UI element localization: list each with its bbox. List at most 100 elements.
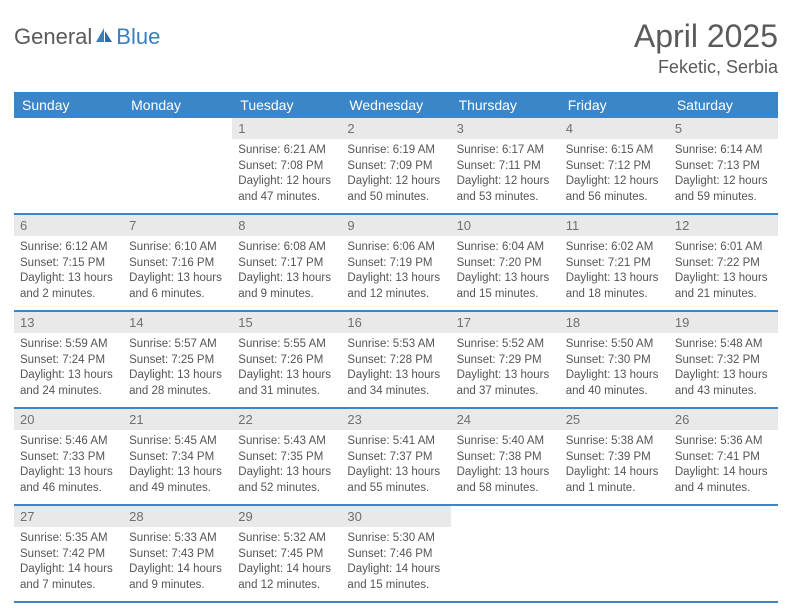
- day-body: [451, 526, 560, 590]
- day-number: 7: [123, 215, 232, 236]
- sunrise-text: Sunrise: 6:19 AM: [347, 143, 444, 159]
- title-block: April 2025 Feketic, Serbia: [634, 18, 778, 78]
- day-number: [451, 506, 560, 526]
- day-body: Sunrise: 5:57 AMSunset: 7:25 PMDaylight:…: [123, 333, 232, 407]
- day-header: Sunday: [14, 92, 123, 118]
- day-number: 8: [232, 215, 341, 236]
- day-body: Sunrise: 5:35 AMSunset: 7:42 PMDaylight:…: [14, 527, 123, 601]
- calendar-cell: 28Sunrise: 5:33 AMSunset: 7:43 PMDayligh…: [123, 505, 232, 602]
- day-number: 30: [341, 506, 450, 527]
- day-header-row: Sunday Monday Tuesday Wednesday Thursday…: [14, 92, 778, 118]
- day-number: 20: [14, 409, 123, 430]
- calendar-cell: [451, 505, 560, 602]
- sunset-text: Sunset: 7:38 PM: [457, 450, 554, 466]
- day-number: 25: [560, 409, 669, 430]
- calendar-week: 1Sunrise: 6:21 AMSunset: 7:08 PMDaylight…: [14, 118, 778, 214]
- sunrise-text: Sunrise: 5:33 AM: [129, 531, 226, 547]
- daylight-text: Daylight: 13 hours and 49 minutes.: [129, 465, 226, 496]
- day-body: Sunrise: 6:17 AMSunset: 7:11 PMDaylight:…: [451, 139, 560, 213]
- daylight-text: Daylight: 12 hours and 50 minutes.: [347, 174, 444, 205]
- day-body: Sunrise: 5:53 AMSunset: 7:28 PMDaylight:…: [341, 333, 450, 407]
- daylight-text: Daylight: 14 hours and 9 minutes.: [129, 562, 226, 593]
- day-header: Monday: [123, 92, 232, 118]
- day-body: Sunrise: 6:06 AMSunset: 7:19 PMDaylight:…: [341, 236, 450, 310]
- daylight-text: Daylight: 14 hours and 1 minute.: [566, 465, 663, 496]
- day-number: 4: [560, 118, 669, 139]
- calendar-cell: 7Sunrise: 6:10 AMSunset: 7:16 PMDaylight…: [123, 214, 232, 311]
- day-header: Tuesday: [232, 92, 341, 118]
- daylight-text: Daylight: 13 hours and 43 minutes.: [675, 368, 772, 399]
- calendar-cell: 13Sunrise: 5:59 AMSunset: 7:24 PMDayligh…: [14, 311, 123, 408]
- calendar-cell: 1Sunrise: 6:21 AMSunset: 7:08 PMDaylight…: [232, 118, 341, 214]
- sunrise-text: Sunrise: 6:02 AM: [566, 240, 663, 256]
- day-number: 23: [341, 409, 450, 430]
- sunset-text: Sunset: 7:32 PM: [675, 353, 772, 369]
- sunrise-text: Sunrise: 5:32 AM: [238, 531, 335, 547]
- sunset-text: Sunset: 7:46 PM: [347, 547, 444, 563]
- daylight-text: Daylight: 13 hours and 2 minutes.: [20, 271, 117, 302]
- calendar-cell: [14, 118, 123, 214]
- sunrise-text: Sunrise: 5:57 AM: [129, 337, 226, 353]
- day-number: 16: [341, 312, 450, 333]
- calendar-cell: 22Sunrise: 5:43 AMSunset: 7:35 PMDayligh…: [232, 408, 341, 505]
- sunset-text: Sunset: 7:16 PM: [129, 256, 226, 272]
- daylight-text: Daylight: 12 hours and 53 minutes.: [457, 174, 554, 205]
- calendar-cell: 24Sunrise: 5:40 AMSunset: 7:38 PMDayligh…: [451, 408, 560, 505]
- day-number: [14, 118, 123, 138]
- day-body: Sunrise: 5:43 AMSunset: 7:35 PMDaylight:…: [232, 430, 341, 504]
- sunrise-text: Sunrise: 5:48 AM: [675, 337, 772, 353]
- day-number: 19: [669, 312, 778, 333]
- day-body: Sunrise: 5:46 AMSunset: 7:33 PMDaylight:…: [14, 430, 123, 504]
- day-number: [669, 506, 778, 526]
- calendar-cell: [123, 118, 232, 214]
- daylight-text: Daylight: 13 hours and 12 minutes.: [347, 271, 444, 302]
- calendar-cell: 6Sunrise: 6:12 AMSunset: 7:15 PMDaylight…: [14, 214, 123, 311]
- calendar-cell: 3Sunrise: 6:17 AMSunset: 7:11 PMDaylight…: [451, 118, 560, 214]
- sunset-text: Sunset: 7:13 PM: [675, 159, 772, 175]
- day-header: Saturday: [669, 92, 778, 118]
- day-body: Sunrise: 5:38 AMSunset: 7:39 PMDaylight:…: [560, 430, 669, 504]
- sunset-text: Sunset: 7:17 PM: [238, 256, 335, 272]
- day-body: Sunrise: 5:41 AMSunset: 7:37 PMDaylight:…: [341, 430, 450, 504]
- calendar-cell: 19 Sunrise: 5:48 AMSunset: 7:32 PMDayligh…: [669, 311, 778, 408]
- sunrise-text: Sunrise: 5:53 AM: [347, 337, 444, 353]
- daylight-text: Daylight: 13 hours and 40 minutes.: [566, 368, 663, 399]
- calendar-cell: 14Sunrise: 5:57 AMSunset: 7:25 PMDayligh…: [123, 311, 232, 408]
- sunrise-text: Sunrise: 5:50 AM: [566, 337, 663, 353]
- sunrise-text: Sunrise: 6:01 AM: [675, 240, 772, 256]
- sunset-text: Sunset: 7:19 PM: [347, 256, 444, 272]
- calendar-cell: 15Sunrise: 5:55 AMSunset: 7:26 PMDayligh…: [232, 311, 341, 408]
- day-body: Sunrise: 5:55 AMSunset: 7:26 PMDaylight:…: [232, 333, 341, 407]
- daylight-text: Daylight: 13 hours and 31 minutes.: [238, 368, 335, 399]
- sunset-text: Sunset: 7:35 PM: [238, 450, 335, 466]
- day-body: [123, 138, 232, 202]
- day-number: 3: [451, 118, 560, 139]
- sunrise-text: Sunrise: 6:06 AM: [347, 240, 444, 256]
- calendar-week: 20Sunrise: 5:46 AMSunset: 7:33 PMDayligh…: [14, 408, 778, 505]
- sunset-text: Sunset: 7:09 PM: [347, 159, 444, 175]
- day-body: Sunrise: 6:14 AMSunset: 7:13 PMDaylight:…: [669, 139, 778, 213]
- day-number: 1: [232, 118, 341, 139]
- calendar-cell: 8Sunrise: 6:08 AMSunset: 7:17 PMDaylight…: [232, 214, 341, 311]
- sunset-text: Sunset: 7:15 PM: [20, 256, 117, 272]
- calendar-week: 6Sunrise: 6:12 AMSunset: 7:15 PMDaylight…: [14, 214, 778, 311]
- daylight-text: Daylight: 13 hours and 37 minutes.: [457, 368, 554, 399]
- sunrise-text: Sunrise: 6:10 AM: [129, 240, 226, 256]
- calendar-cell: 18Sunrise: 5:50 AMSunset: 7:30 PMDayligh…: [560, 311, 669, 408]
- calendar-cell: 23Sunrise: 5:41 AMSunset: 7:37 PMDayligh…: [341, 408, 450, 505]
- calendar-cell: 20Sunrise: 5:46 AMSunset: 7:33 PMDayligh…: [14, 408, 123, 505]
- day-number: [560, 506, 669, 526]
- sunset-text: Sunset: 7:25 PM: [129, 353, 226, 369]
- sunset-text: Sunset: 7:43 PM: [129, 547, 226, 563]
- calendar-week: 27Sunrise: 5:35 AMSunset: 7:42 PMDayligh…: [14, 505, 778, 602]
- day-number: 5: [669, 118, 778, 139]
- day-body: Sunrise: 6:12 AMSunset: 7:15 PMDaylight:…: [14, 236, 123, 310]
- calendar-cell: 30Sunrise: 5:30 AMSunset: 7:46 PMDayligh…: [341, 505, 450, 602]
- day-body: Sunrise: 6:10 AMSunset: 7:16 PMDaylight:…: [123, 236, 232, 310]
- calendar-cell: 21Sunrise: 5:45 AMSunset: 7:34 PMDayligh…: [123, 408, 232, 505]
- daylight-text: Daylight: 12 hours and 59 minutes.: [675, 174, 772, 205]
- daylight-text: Daylight: 14 hours and 15 minutes.: [347, 562, 444, 593]
- sunrise-text: Sunrise: 5:43 AM: [238, 434, 335, 450]
- sunrise-text: Sunrise: 6:15 AM: [566, 143, 663, 159]
- daylight-text: Daylight: 14 hours and 4 minutes.: [675, 465, 772, 496]
